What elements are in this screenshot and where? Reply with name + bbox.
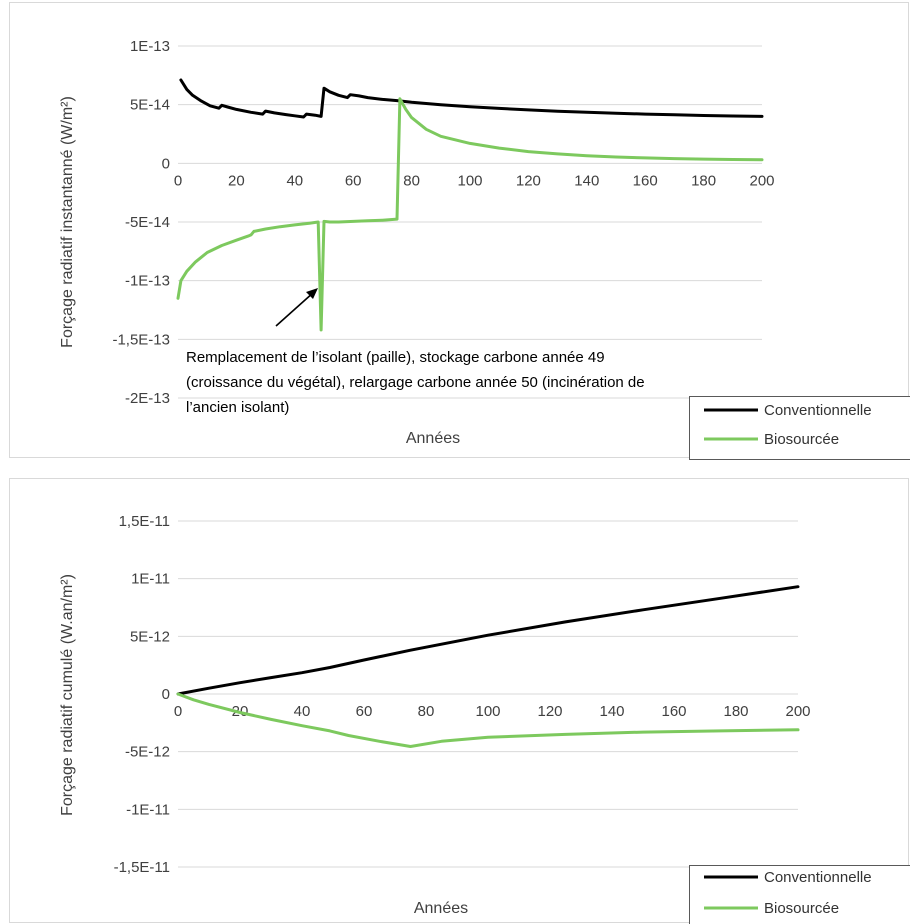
x-tick-label: 0 xyxy=(174,172,182,189)
annotation-line-2: (croissance du végétal), relargage carbo… xyxy=(186,374,645,391)
series-lines xyxy=(176,78,764,332)
y-tick-label: -1E-11 xyxy=(126,801,170,818)
x-tick-label: 160 xyxy=(661,703,686,720)
x-tick-label: 40 xyxy=(294,703,311,720)
x-tick-label: 140 xyxy=(599,703,624,720)
chart-frame xyxy=(9,2,909,458)
y-tick-label: 0 xyxy=(162,686,170,703)
y-axis-title: Forçage radiatif cumulé (W.an/m²) xyxy=(59,574,76,816)
x-tick-labels: 0 20 40 60 80 100 120 140 160 180 200 xyxy=(174,172,775,189)
annotation: Remplacement de l’isolant (paille), stoc… xyxy=(186,288,645,416)
x-tick-label: 80 xyxy=(418,703,435,720)
x-tick-label: 100 xyxy=(457,172,482,189)
legend: Conventionnelle Biosourcée xyxy=(689,865,910,924)
y-tick-label: 5E-12 xyxy=(130,628,170,645)
legend-box xyxy=(689,396,910,460)
x-tick-label: 200 xyxy=(749,172,774,189)
y-tick-label: -5E-14 xyxy=(125,214,170,231)
x-tick-label: 60 xyxy=(356,703,373,720)
y-tick-label: -1,5E-13 xyxy=(112,331,170,348)
y-tick-labels: 1,5E-11 1E-11 5E-12 0 -5E-12 -1E-11 -1,5E-11 xyxy=(114,513,170,876)
x-tick-label: 0 xyxy=(174,703,182,720)
legend-box xyxy=(689,865,910,924)
x-tick-label: 180 xyxy=(723,703,748,720)
annotation-arrow-head xyxy=(306,288,318,299)
gridlines xyxy=(178,45,762,399)
y-tick-label: 0 xyxy=(162,155,170,172)
y-axis-title: Forçage radiatif instantanné (W/m²) xyxy=(59,96,76,348)
series-line-conventionnelle xyxy=(176,585,800,696)
y-tick-labels: 1E-13 5E-14 0 -5E-14 -1E-13 -1,5E-13 -2E-13 xyxy=(112,38,170,407)
x-tick-label: 40 xyxy=(286,172,303,189)
series-line-biosourcee xyxy=(176,692,800,748)
x-tick-label: 160 xyxy=(633,172,658,189)
legend: Conventionnelle Biosourcée xyxy=(689,396,910,460)
y-tick-label: 1E-13 xyxy=(130,38,170,55)
x-tick-label: 60 xyxy=(345,172,362,189)
series-line-biosourcee xyxy=(176,97,764,332)
x-tick-label: 200 xyxy=(785,703,810,720)
series-lines xyxy=(176,585,800,748)
y-tick-label: 5E-14 xyxy=(130,97,170,114)
annotation-arrow xyxy=(275,291,315,327)
x-tick-label: 20 xyxy=(228,172,245,189)
chart-frame xyxy=(9,478,909,923)
y-tick-label: -5E-12 xyxy=(125,744,170,761)
series-line-conventionnelle xyxy=(179,78,764,119)
legend-label-conventionnelle: Conventionnelle xyxy=(764,402,872,419)
instant-forcing-chart: 1E-13 5E-14 0 -5E-14 -1E-13 -1,5E-13 -2E-13 0 2… xyxy=(9,2,910,460)
x-tick-label: 180 xyxy=(691,172,716,189)
x-tick-labels: 0 20 40 60 80 100 120 140 160 180 200 xyxy=(174,703,811,720)
legend-label-biosourcee: Biosourcée xyxy=(764,900,839,917)
x-tick-label: 80 xyxy=(403,172,420,189)
annotation-line-3: l’ancien isolant) xyxy=(186,399,289,416)
x-axis-title: Années xyxy=(414,900,468,917)
y-tick-label: -2E-13 xyxy=(125,390,170,407)
x-axis-title: Années xyxy=(406,430,460,447)
legend-label-biosourcee: Biosourcée xyxy=(764,431,839,448)
x-tick-label: 100 xyxy=(475,703,500,720)
x-tick-label: 120 xyxy=(537,703,562,720)
legend-label-conventionnelle: Conventionnelle xyxy=(764,869,872,886)
cumulative-forcing-chart: 1,5E-11 1E-11 5E-12 0 -5E-12 -1E-11 -1,5E-11 0… xyxy=(9,478,910,924)
gridlines xyxy=(178,520,798,868)
x-tick-label: 120 xyxy=(516,172,541,189)
y-tick-label: -1E-13 xyxy=(125,273,170,290)
annotation-line-1: Remplacement de l’isolant (paille), stoc… xyxy=(186,349,605,366)
x-tick-label: 140 xyxy=(574,172,599,189)
y-tick-label: 1,5E-11 xyxy=(119,513,170,530)
y-tick-label: 1E-11 xyxy=(131,571,170,588)
y-tick-label: -1,5E-11 xyxy=(114,859,170,876)
